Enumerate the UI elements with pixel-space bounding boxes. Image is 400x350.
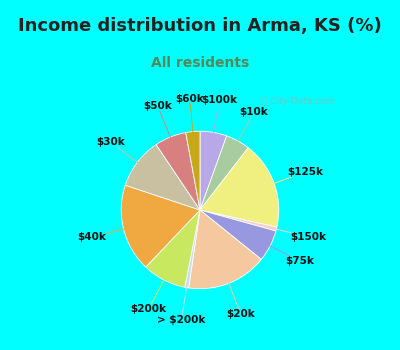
Text: $40k: $40k [77, 229, 126, 242]
Text: $10k: $10k [237, 107, 268, 143]
Wedge shape [200, 210, 277, 231]
Text: $200k: $200k [131, 278, 167, 314]
Wedge shape [186, 131, 200, 210]
Wedge shape [146, 210, 200, 287]
Text: Ⓜ City-Data.com: Ⓜ City-Data.com [262, 97, 334, 106]
Wedge shape [121, 185, 200, 267]
Wedge shape [200, 148, 279, 227]
Text: $75k: $75k [268, 245, 314, 266]
Wedge shape [125, 145, 200, 210]
Text: $125k: $125k [272, 167, 323, 184]
Text: $30k: $30k [97, 137, 139, 164]
Text: $50k: $50k [144, 102, 172, 139]
Wedge shape [156, 133, 200, 210]
Text: $100k: $100k [201, 95, 237, 135]
Text: All residents: All residents [151, 56, 249, 70]
Text: Income distribution in Arma, KS (%): Income distribution in Arma, KS (%) [18, 17, 382, 35]
Wedge shape [189, 210, 261, 289]
Text: > $200k: > $200k [157, 285, 205, 325]
Wedge shape [200, 210, 276, 259]
Wedge shape [200, 131, 227, 210]
Text: $60k: $60k [176, 94, 204, 134]
Wedge shape [185, 210, 200, 288]
Wedge shape [200, 136, 248, 210]
Text: $150k: $150k [274, 229, 326, 242]
Text: $20k: $20k [226, 281, 255, 319]
